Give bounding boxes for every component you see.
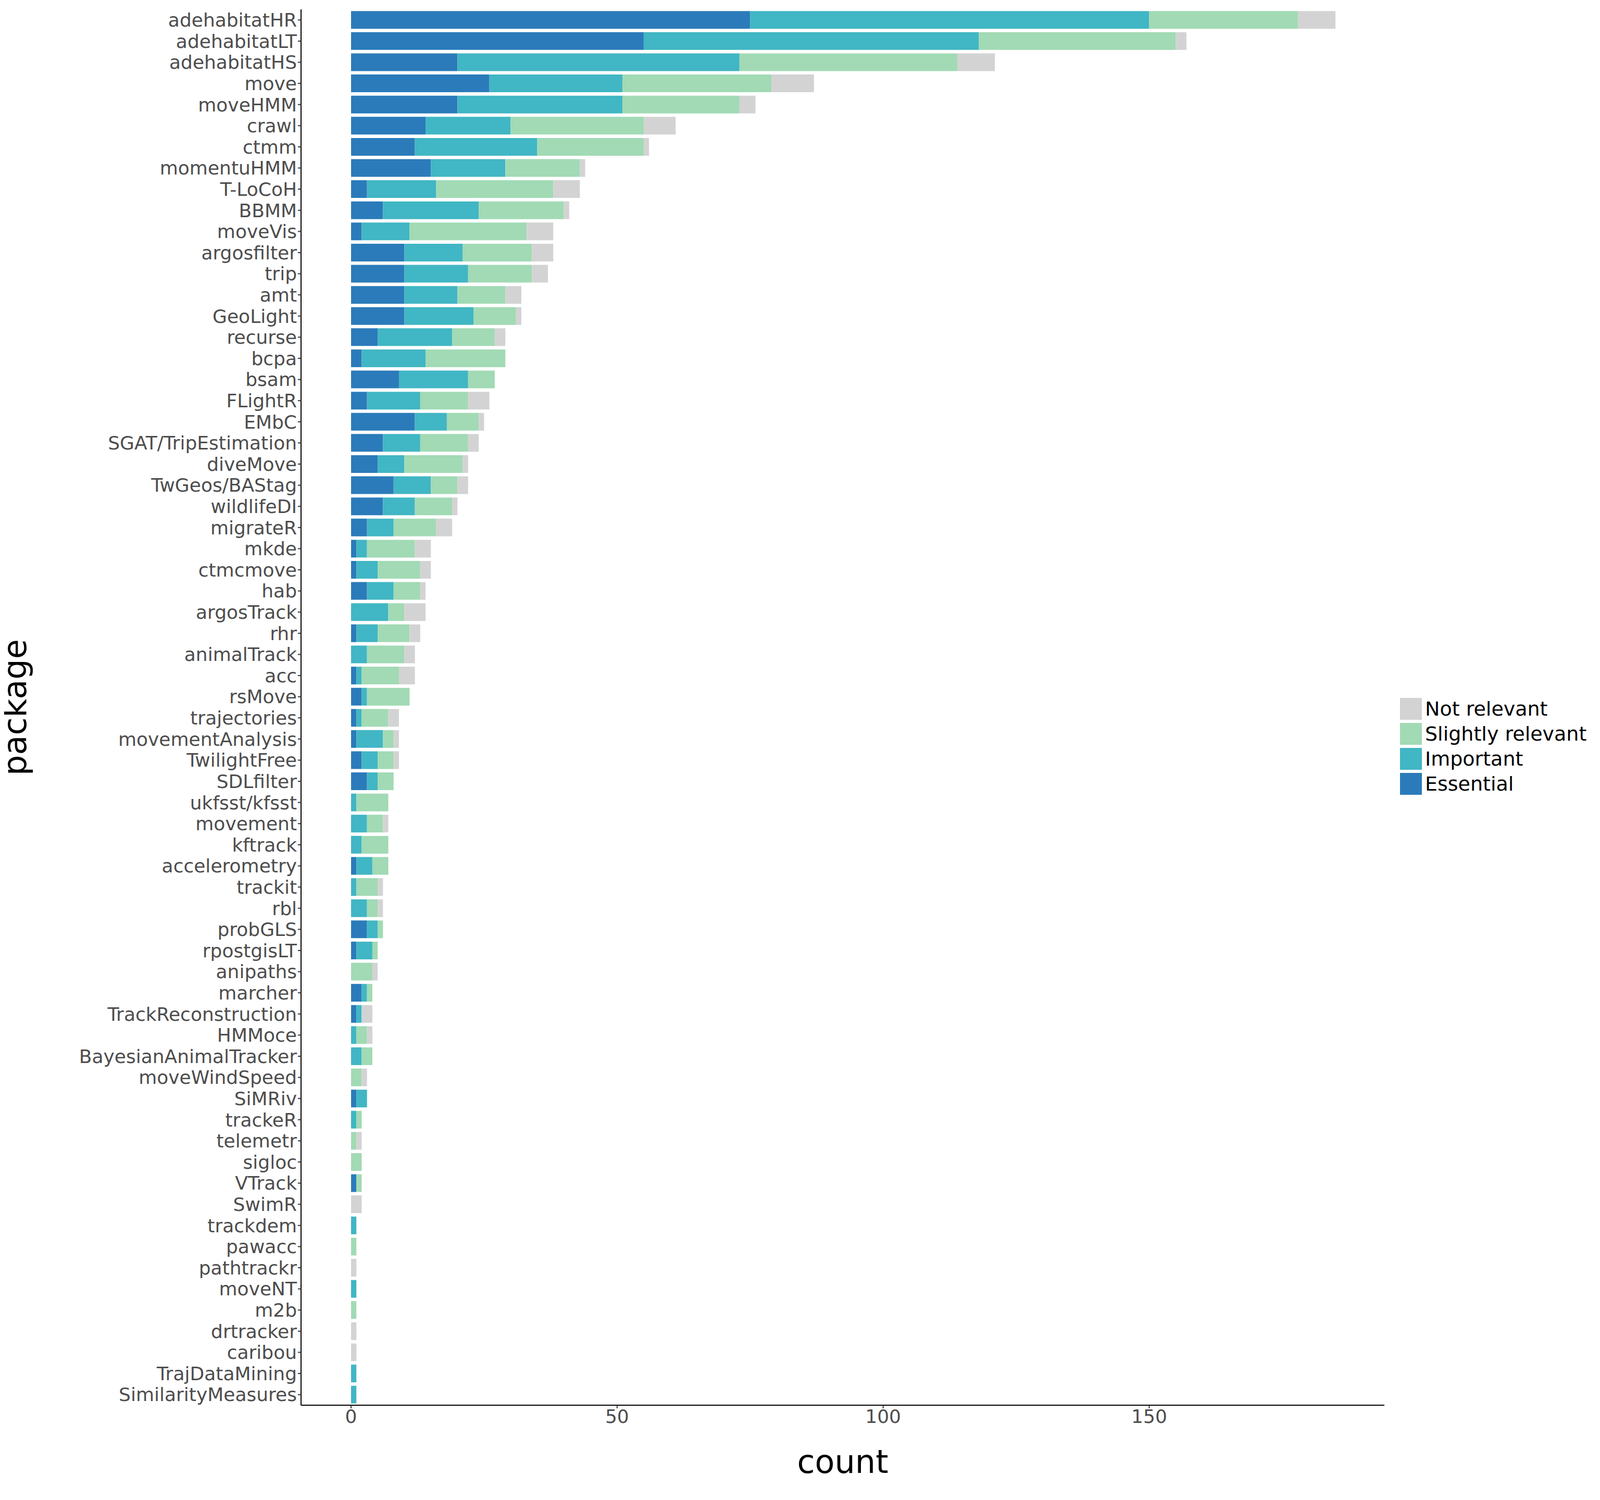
svg-text:trajectories: trajectories [190,707,297,729]
svg-text:TrackReconstruction: TrackReconstruction [106,1003,297,1025]
svg-text:sigloc: sigloc [243,1151,297,1173]
svg-text:accelerometry: accelerometry [161,855,297,877]
svg-text:trackeR: trackeR [225,1109,298,1131]
svg-text:movementAnalysis: movementAnalysis [118,728,297,750]
svg-text:150: 150 [1131,1405,1168,1428]
svg-text:T-LoCoH: T-LoCoH [219,178,297,200]
svg-text:pathtrackr: pathtrackr [198,1257,297,1279]
svg-text:migrateR: migrateR [210,517,297,539]
svg-text:adehabitatHS: adehabitatHS [169,51,297,73]
svg-text:count: count [797,1442,889,1481]
svg-text:rsMove: rsMove [229,685,297,708]
svg-text:hab: hab [261,580,297,602]
svg-text:argosTrack: argosTrack [195,601,297,623]
svg-text:SGAT/TripEstimation: SGAT/TripEstimation [107,432,297,454]
svg-text:rhr: rhr [269,622,297,645]
svg-text:rpostgisLT: rpostgisLT [202,940,298,962]
svg-text:rbl: rbl [271,897,297,920]
svg-text:probGLS: probGLS [217,918,297,941]
svg-text:amt: amt [259,284,297,306]
svg-text:moveWindSpeed: moveWindSpeed [138,1066,297,1089]
svg-text:SimilarityMeasures: SimilarityMeasures [118,1383,297,1406]
svg-text:pawacc: pawacc [226,1235,297,1258]
svg-text:kftrack: kftrack [231,834,297,856]
html-text:Slightly relevant: Slightly relevant [1425,722,1587,746]
svg-text:ctmm: ctmm [242,136,297,158]
html-text:Essential: Essential [1425,772,1514,796]
svg-text:VTrack: VTrack [234,1172,297,1194]
svg-text:moveNT: moveNT [219,1278,298,1300]
svg-text:animalTrack: animalTrack [184,643,297,666]
svg-text:caribou: caribou [227,1341,297,1364]
svg-text:bsam: bsam [245,368,297,391]
svg-text:drtracker: drtracker [210,1320,297,1343]
svg-text:0: 0 [345,1405,358,1428]
svg-text:package: package [4,639,34,776]
svg-text:50: 50 [605,1405,630,1428]
svg-text:ukfsst/kfsst: ukfsst/kfsst [190,792,297,814]
svg-text:acc: acc [264,665,297,687]
svg-text:movement: movement [195,813,297,835]
svg-text:trip: trip [264,263,297,285]
svg-text:trackit: trackit [236,876,297,898]
html-text:Not relevant: Not relevant [1425,697,1548,721]
svg-text:mkde: mkde [244,538,297,560]
svg-text:telemetr: telemetr [216,1130,297,1152]
svg-text:marcher: marcher [218,982,297,1004]
svg-text:TrajDataMining: TrajDataMining [156,1363,297,1385]
svg-text:TwGeos/BAStag: TwGeos/BAStag [150,474,297,496]
svg-text:adehabitatHR: adehabitatHR [168,9,297,31]
svg-text:FLightR: FLightR [226,390,297,412]
svg-text:EMbC: EMbC [243,411,297,433]
svg-text:moveVis: moveVis [217,220,297,243]
svg-text:argosfilter: argosfilter [201,242,297,264]
svg-text:SiMRiv: SiMRiv [234,1088,297,1110]
svg-text:BBMM: BBMM [238,200,297,222]
svg-text:SDLfilter: SDLfilter [216,770,298,793]
svg-text:BayesianAnimalTracker: BayesianAnimalTracker [79,1045,297,1068]
svg-text:m2b: m2b [254,1299,297,1321]
svg-text:100: 100 [865,1405,902,1428]
svg-text:moveHMM: moveHMM [197,94,297,116]
html-text:Important: Important [1425,747,1524,771]
svg-text:bcpa: bcpa [251,347,297,370]
svg-text:trackdem: trackdem [207,1215,297,1237]
svg-text:crawl: crawl [246,115,297,137]
svg-text:HMMoce: HMMoce [217,1024,297,1046]
svg-text:momentuHMM: momentuHMM [159,157,297,179]
svg-text:anipaths: anipaths [216,960,297,983]
svg-text:TwilightFree: TwilightFree [185,749,297,771]
svg-text:SwimR: SwimR [233,1193,297,1216]
svg-text:move: move [244,72,297,95]
svg-text:adehabitatLT: adehabitatLT [176,30,298,53]
svg-text:wildlifeDI: wildlifeDI [210,495,297,518]
svg-text:recurse: recurse [227,326,297,348]
svg-text:diveMove: diveMove [206,453,297,475]
svg-text:GeoLight: GeoLight [212,305,297,328]
svg-text:ctmcmove: ctmcmove [198,559,297,581]
